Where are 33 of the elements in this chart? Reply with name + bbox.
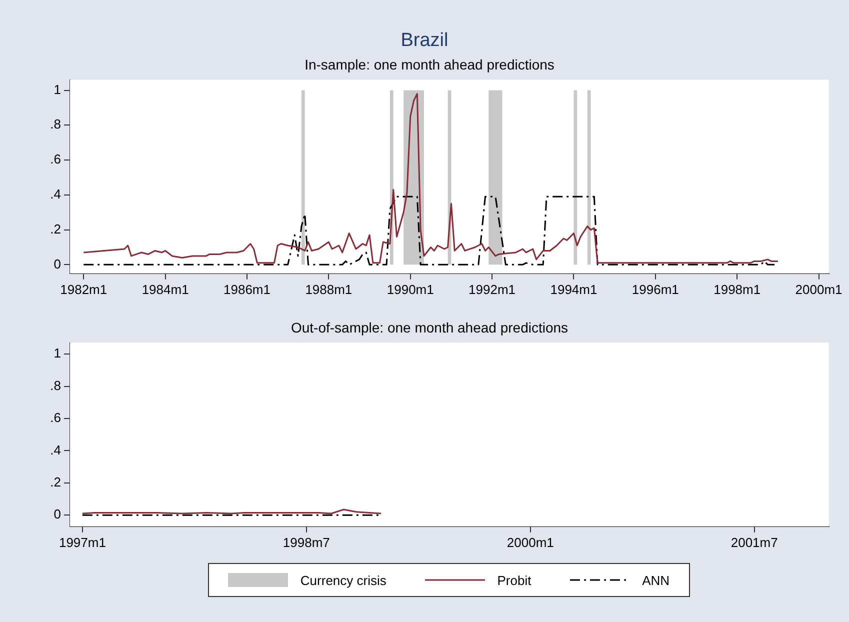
x-tick-label: 1990m1 <box>386 282 434 297</box>
x-tick-label: 1997m1 <box>58 534 106 550</box>
chart-subtitle: In-sample: one month ahead predictions <box>304 56 554 72</box>
x-tick-label: 2000m1 <box>795 282 842 297</box>
line-series <box>82 196 776 266</box>
x-tick-label: 1992m1 <box>468 282 516 297</box>
chart-title: Out-of-sample: one month ahead predictions <box>290 319 568 336</box>
x-tick-label: 1982m1 <box>60 282 108 297</box>
x-tick-label: 1984m1 <box>142 282 189 297</box>
legend-label: Currency crisis <box>300 572 386 588</box>
y-tick-label: 1 <box>54 82 61 97</box>
y-tick-label: 1 <box>54 346 61 361</box>
x-tick-label: 1988m1 <box>305 282 352 297</box>
y-tick-label: .4 <box>50 442 61 458</box>
x-tick-label: 1986m1 <box>223 282 270 297</box>
x-tick-label: 1994m1 <box>550 282 598 297</box>
legend-label: Probit <box>497 572 532 588</box>
y-tick-label: .2 <box>50 474 61 490</box>
y-tick-label: .2 <box>50 221 61 236</box>
y-tick-label: .8 <box>50 378 61 393</box>
x-tick-label: 1996m1 <box>632 282 679 297</box>
y-tick-label: .8 <box>50 116 61 132</box>
y-tick-label: .4 <box>50 186 61 202</box>
x-tick-label: 1998m7 <box>282 534 330 550</box>
y-tick-label: 0 <box>54 506 61 522</box>
x-tick-label: 1998m1 <box>714 282 761 297</box>
x-tick-label: 2000m1 <box>506 534 554 550</box>
legend-label: ANN <box>642 572 670 588</box>
y-tick-label: 0 <box>54 256 61 272</box>
y-tick-label: .6 <box>50 152 61 167</box>
y-tick-label: .6 <box>50 410 61 426</box>
x-tick-label: 2001m7 <box>730 534 778 550</box>
chart-title: Brazil <box>400 30 450 52</box>
